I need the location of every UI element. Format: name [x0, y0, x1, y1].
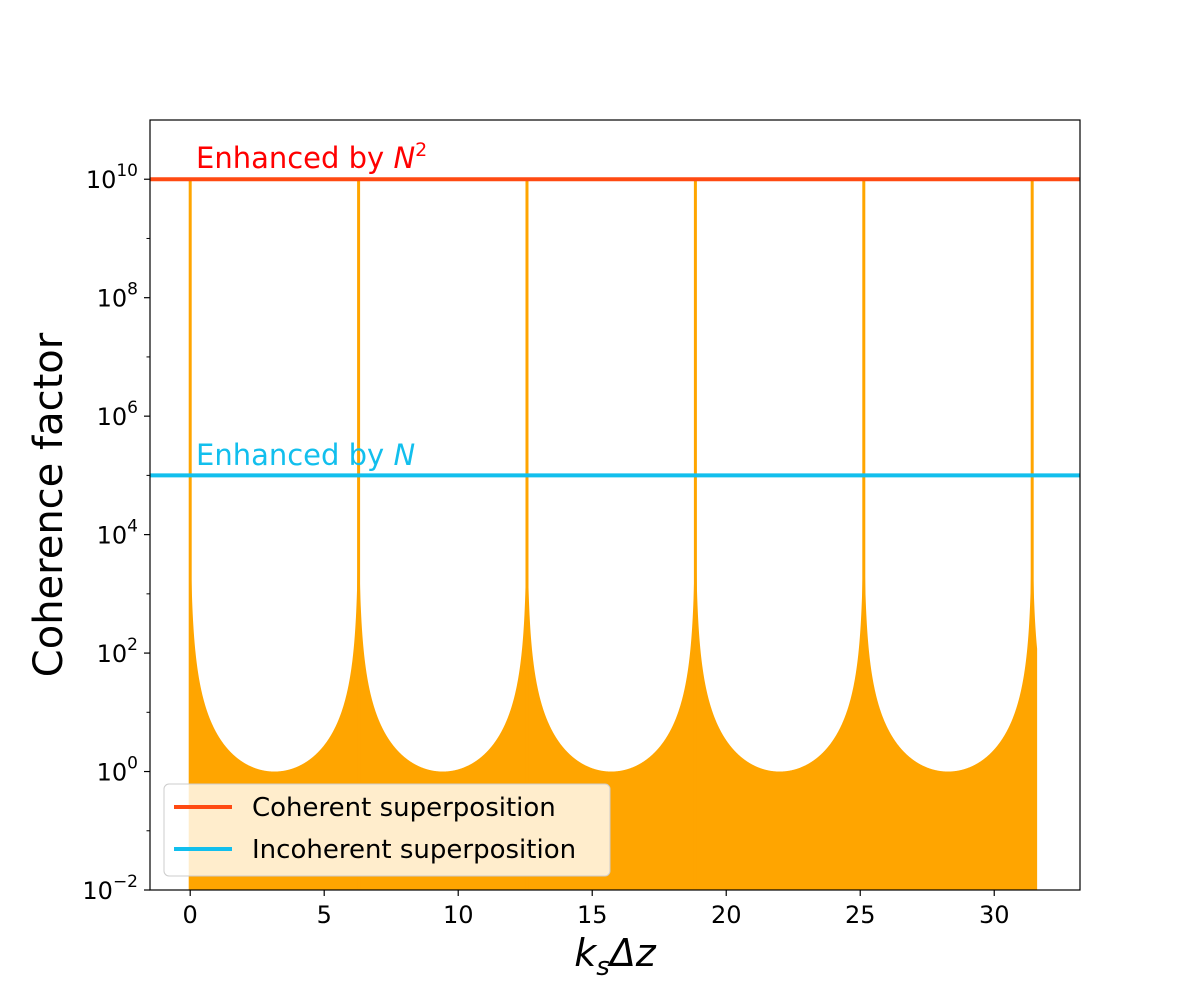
- x-tick-label-20: 20: [711, 901, 742, 929]
- plot-background: [150, 120, 1080, 890]
- annotation-coherent-sup: 2: [415, 139, 427, 161]
- legend-label-incoherent: Incoherent superposition: [252, 835, 576, 865]
- y-tick-label-2: 102: [97, 635, 138, 668]
- plot-frame: [149, 119, 1081, 891]
- annotation-incoherent-text: Enhanced by: [196, 438, 393, 472]
- x-axis-title: ksΔz: [574, 931, 657, 982]
- y-axis-ticks: 10−2 100 102 104 106 108 1010: [82, 161, 150, 905]
- x-tick-label-15: 15: [577, 901, 608, 929]
- y-tick-label-0: 100: [97, 754, 138, 787]
- annotation-incoherent: Enhanced by N: [196, 438, 415, 472]
- x-axis-ticks: 0 5 10 15 20 25 30: [183, 890, 1010, 929]
- annotation-coherent-var: N: [393, 141, 415, 175]
- series-lines-layer: [150, 177, 1080, 478]
- legend-box: [163, 783, 611, 877]
- annotation-coherent: Enhanced by N2: [196, 139, 427, 175]
- x-axis-title-k: k: [574, 931, 598, 975]
- y-tick-label-6: 106: [97, 398, 138, 431]
- x-tick-label-5: 5: [317, 901, 332, 929]
- y-tick-label--2: 10−2: [82, 872, 138, 905]
- y-tick-label-4: 104: [97, 517, 138, 550]
- y-tick-label-10: 1010: [86, 161, 138, 194]
- x-tick-label-0: 0: [183, 901, 198, 929]
- legend-label-coherent: Coherent superposition: [252, 793, 556, 823]
- y-tick-label-8: 108: [97, 280, 138, 313]
- annotation-incoherent-var: N: [393, 438, 415, 472]
- annotation-coherent-text: Enhanced by: [196, 141, 393, 175]
- legend: Coherent superposition Incoherent superp…: [163, 783, 611, 877]
- x-tick-label-25: 25: [845, 901, 876, 929]
- y-axis-title: Coherence factor: [26, 332, 72, 677]
- x-axis-title-rest: Δz: [607, 931, 657, 975]
- x-tick-label-10: 10: [443, 901, 474, 929]
- x-axis-title-sub: s: [596, 952, 610, 982]
- x-tick-label-30: 30: [979, 901, 1010, 929]
